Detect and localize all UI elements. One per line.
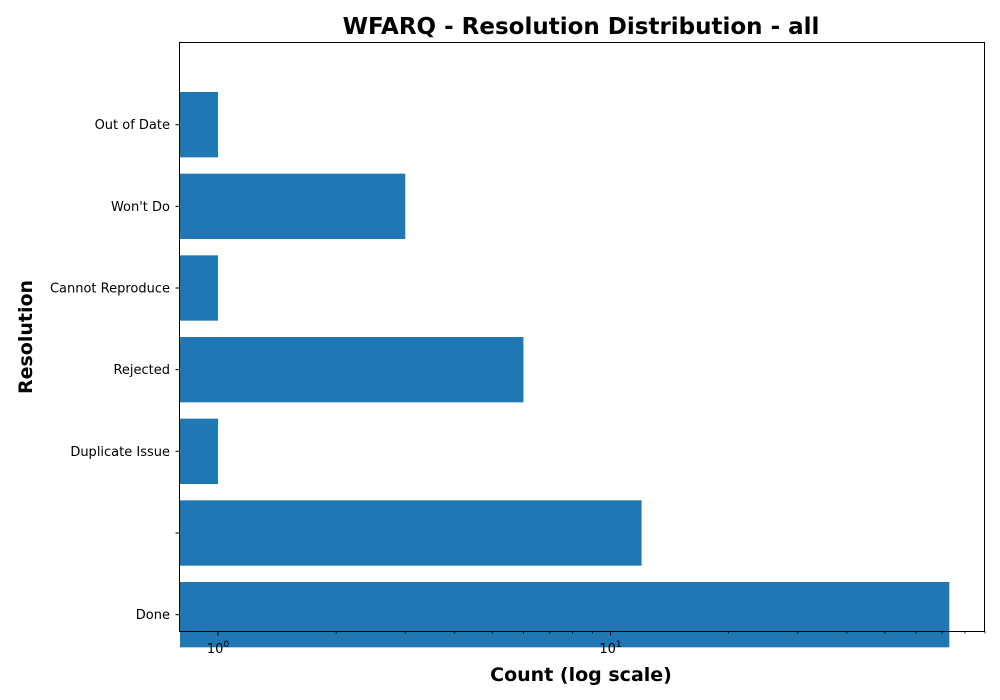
y-tick-label: Won't Do [111, 200, 170, 215]
bar-done [180, 582, 950, 648]
x-axis-label: Count (log scale) [490, 664, 672, 686]
bar-cannot-reproduce [180, 255, 219, 321]
y-tick-label: Rejected [113, 363, 170, 378]
y-axis: Done Duplicate Issue Rejected Cannot Reprod… [50, 118, 180, 623]
y-tick-label: Done [136, 608, 170, 623]
plot-frame [179, 42, 985, 632]
y-tick-label: Duplicate Issue [70, 445, 170, 460]
y-axis-label: Resolution [15, 280, 37, 394]
x-tick-label: 101 [599, 640, 621, 657]
y-tick-label: Cannot Reproduce [50, 282, 170, 297]
y-tick-label: Out of Date [95, 118, 170, 133]
bar-unlabeled [180, 500, 642, 566]
x-tick-label: 100 [207, 640, 230, 657]
bar-rejected [180, 337, 524, 403]
bar-out-of-date [180, 92, 219, 158]
bars-group [180, 92, 950, 648]
bar-won-t-do [180, 173, 406, 239]
x-axis: 100 101 [207, 631, 986, 657]
chart-title: WFARQ - Resolution Distribution - all [343, 14, 820, 40]
bar-duplicate-issue [180, 418, 219, 484]
